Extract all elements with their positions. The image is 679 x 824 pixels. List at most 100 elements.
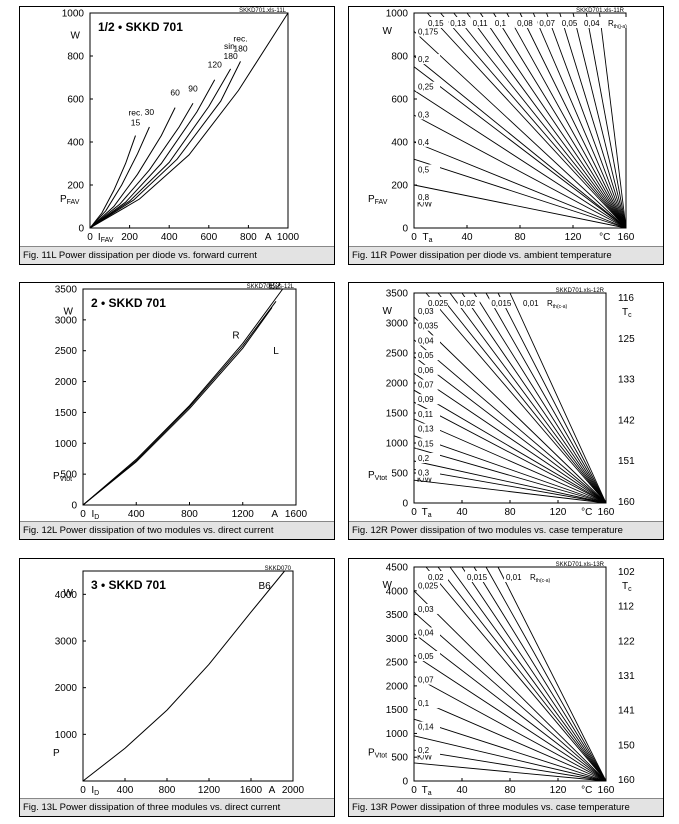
caption-11L: Fig. 11L Power dissipation per diode vs.…	[20, 246, 334, 264]
x-tick-label-13L: 400	[117, 785, 134, 796]
left-label-11R-5: 0,5	[418, 165, 430, 174]
x-tick-label-13R: 80	[504, 785, 516, 796]
y-tick-label-11L: 1000	[62, 9, 85, 20]
top-label-bg-13R	[426, 571, 448, 582]
x-tick-label-12L: 800	[181, 509, 198, 520]
y-tick-label-11R: 400	[391, 138, 408, 149]
y-tick-label-11R: 600	[391, 95, 408, 106]
left-label-bg-11R	[416, 192, 440, 203]
rth-line-11R-15	[413, 55, 627, 229]
y-tick-label-12R: 3000	[386, 319, 409, 330]
y-tick-label-11L: 400	[67, 138, 84, 149]
rth-line-13R-9	[413, 633, 607, 782]
chart-panel-12L: 0 400 800 1200 1600 0 500 1000 1500 2000 2500 3000 3…	[19, 282, 335, 540]
series-label-13L-0: B6	[258, 581, 271, 592]
right-tick-13R-1: 112	[618, 602, 634, 613]
right-tick-13R-2: 122	[618, 636, 635, 647]
plot-frame-11L	[89, 12, 289, 229]
caption-13R: Fig. 13R Power dissipation of three modu…	[349, 798, 663, 816]
kw-label-13R: K/W	[417, 753, 433, 762]
y-tick-label-12R: 500	[391, 469, 408, 480]
left-label-bg-11R	[416, 164, 440, 175]
series-label-11L-5: sin.	[224, 41, 237, 51]
rth-line-11R-13	[599, 12, 627, 229]
left-label-11R-6: 0,8	[418, 193, 430, 202]
series-label-11L-0: rec.	[128, 108, 142, 118]
top-label-bg-13R	[504, 571, 526, 582]
y-tick-label-12L: 3500	[55, 285, 78, 296]
x-tick-label-11R: 80	[514, 232, 526, 243]
left-label-bg-12R	[416, 320, 440, 331]
chart-panel-11R: 0 40 80 120 160 0 200 400 600 800 1000 Ta °C W PFAV K/W…	[348, 6, 664, 265]
y-tick-label-12L: 500	[60, 470, 77, 481]
chart-panel-12R: 0 40 80 120 160 0 500 1000 1500 2000 2500 3000 3500 T…	[348, 282, 664, 540]
series-label-11L-6: rec.	[233, 33, 247, 43]
left-label-bg-13R	[416, 603, 440, 614]
x-tick-label-13R: 40	[456, 785, 468, 796]
series-line-11L-6	[89, 61, 241, 229]
top-label-11R-0: 0,15	[428, 19, 444, 28]
series-line-11L-3	[89, 103, 194, 229]
x-axis-label-13R: Ta	[422, 785, 432, 797]
rth-line-12R-8	[413, 316, 607, 504]
x-tick-label-11L: 800	[240, 232, 257, 243]
top-label-12R-3: 0,01	[523, 299, 539, 308]
x-axis-label-11R: Ta	[422, 232, 432, 244]
x-tick-label-11L: 600	[200, 232, 217, 243]
rth-line-13R-2	[449, 566, 607, 782]
rth-line-11R-10	[559, 12, 627, 229]
x-tick-label-13L: 0	[80, 785, 86, 796]
x-unit-12L: A	[271, 509, 278, 520]
top-label-bg-11R	[582, 17, 604, 28]
y-tick-label-13L: 4000	[55, 590, 78, 601]
x-unit-11L: A	[265, 232, 272, 243]
x-tick-label-12L: 1600	[285, 509, 308, 520]
rth-line-11R-18	[413, 114, 627, 229]
y-unit-12L: W	[64, 307, 74, 318]
chart-title-13L: 3 • SKKD 701	[91, 578, 166, 592]
kw-label-12R: K/W	[417, 475, 433, 484]
x-unit-12R: °C	[581, 507, 592, 518]
param-bg-13R	[528, 571, 560, 582]
left-label-bg-12R	[416, 438, 440, 449]
x-unit-13L: A	[269, 785, 276, 796]
series-label-12L-0: B2	[269, 283, 282, 292]
x-tick-label-13L: 2000	[282, 785, 305, 796]
right-axis-label-12R: Tc	[622, 307, 632, 319]
chart-panel-13R: 0 40 80 120 160 0 500 1000 1500 2000 2500 3000 3500 4…	[348, 558, 664, 817]
series-label-11L-6-b: 180	[233, 43, 247, 53]
rth-line-12R-4	[473, 292, 607, 504]
left-label-12R-9: 0,15	[418, 439, 434, 448]
x-tick-label-11L: 0	[87, 232, 93, 243]
top-label-11R-5: 0,07	[539, 19, 555, 28]
series-line-11L-2	[89, 107, 176, 229]
plot-frame-13L	[82, 570, 294, 782]
y-tick-label-12R: 1500	[386, 409, 409, 420]
x-tick-label-13R: 160	[598, 785, 615, 796]
y-tick-label-12L: 1500	[55, 408, 78, 419]
left-label-13R-0: 0,025	[418, 581, 439, 590]
y-tick-label-13L: 1000	[55, 730, 78, 741]
rth-line-12R-12	[413, 389, 607, 504]
y-tick-label-12L: 0	[71, 501, 77, 512]
rth-line-11R-7	[519, 12, 627, 229]
rth-line-11R-14	[413, 30, 627, 229]
x-axis-label-13L: ID	[91, 785, 99, 797]
left-label-11R-3: 0,3	[418, 110, 430, 119]
left-label-bg-11R	[416, 81, 440, 92]
rth-line-11R-0	[426, 12, 627, 229]
rth-line-11R-8	[532, 12, 627, 229]
y-axis-label-11R: PFAV	[368, 194, 388, 206]
series-label-11L-0-b: 15	[131, 118, 141, 128]
param-label-12R: Rth(c-a)	[547, 299, 568, 310]
y-tick-label-12L: 2000	[55, 377, 78, 388]
left-label-12R-6: 0,09	[418, 395, 434, 404]
kw-label-11R: K/W	[417, 200, 433, 209]
series-line-11L-0	[89, 135, 136, 229]
rth-line-12R-15	[413, 435, 607, 504]
x-tick-label-11R: 120	[565, 232, 582, 243]
chart-11R: 0 40 80 120 160 0 200 400 600 800 1000 Ta °C W PFAV K/W…	[368, 8, 638, 244]
y-tick-label-13R: 2500	[386, 658, 409, 669]
x-tick-label-13R: 0	[411, 785, 417, 796]
file-ref-13L: SKKD070	[265, 566, 292, 572]
